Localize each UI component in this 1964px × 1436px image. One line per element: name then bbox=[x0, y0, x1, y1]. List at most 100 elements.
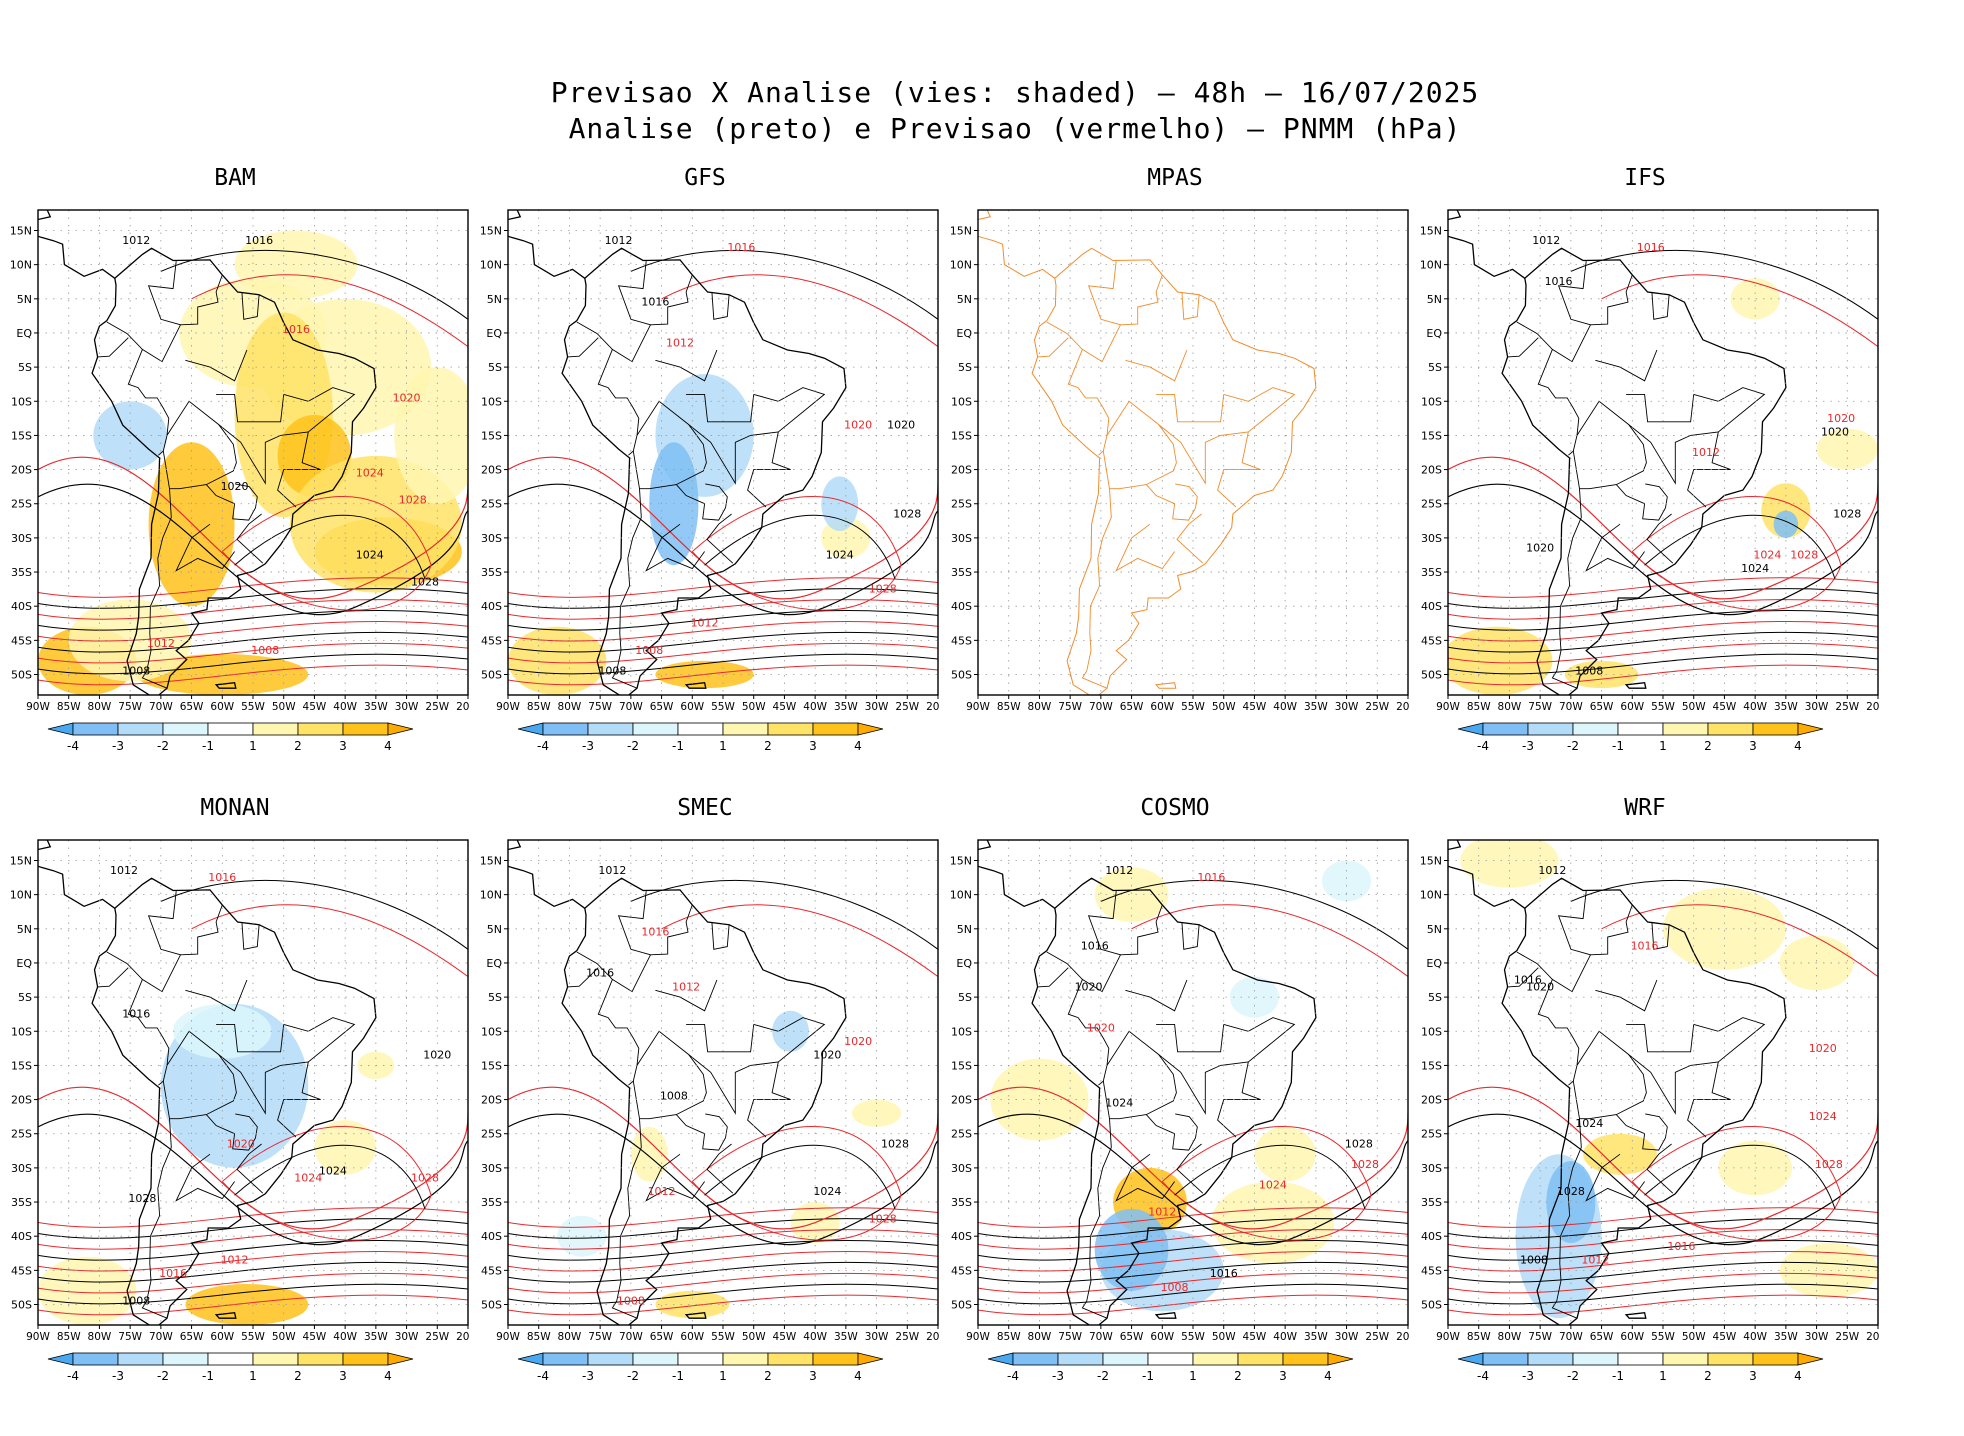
coastline bbox=[1479, 813, 1547, 827]
lon-tick-label: 30W bbox=[1335, 701, 1359, 713]
colorbar-segment bbox=[1752, 722, 1799, 736]
lat-tick-label: 25S bbox=[481, 1128, 502, 1141]
colorbar-segment bbox=[207, 722, 254, 736]
country-border bbox=[567, 967, 599, 988]
isobar bbox=[38, 1240, 468, 1261]
lon-tick-label: 60W bbox=[680, 701, 704, 713]
coastline bbox=[1154, 1311, 1177, 1319]
country-border bbox=[175, 1153, 235, 1202]
isobar bbox=[508, 1207, 938, 1228]
colorbar-label: 1 bbox=[1659, 1369, 1667, 1383]
colorbar-label: -2 bbox=[1097, 1369, 1109, 1383]
colorbar-segment bbox=[1707, 722, 1754, 736]
contour-label: 1008 bbox=[617, 1295, 645, 1308]
lat-tick-label: 50S bbox=[11, 1299, 32, 1312]
colorbar-label: -3 bbox=[1052, 1369, 1064, 1383]
isobar bbox=[38, 1250, 468, 1272]
lat-tick-label: 15N bbox=[480, 854, 502, 867]
country-border bbox=[141, 488, 172, 689]
isobar bbox=[508, 1086, 938, 1230]
colorbar-segment bbox=[1057, 1352, 1104, 1366]
coastline bbox=[1031, 247, 1317, 695]
lon-tick-label: 55W bbox=[1651, 701, 1675, 713]
contour-label: 1024 bbox=[319, 1165, 347, 1178]
contour-label: 1016 bbox=[122, 1008, 150, 1021]
lon-tick-label: 30W bbox=[1805, 1331, 1829, 1343]
isobar bbox=[38, 631, 468, 653]
country-border bbox=[185, 349, 248, 382]
lat-tick-label: 15S bbox=[11, 1059, 32, 1072]
contour-label: 1012 bbox=[598, 864, 626, 877]
lon-tick-label: 45W bbox=[773, 1331, 797, 1343]
coastline bbox=[1624, 681, 1647, 689]
lon-tick-label: 90W bbox=[966, 701, 990, 713]
lat-tick-label: 35S bbox=[951, 566, 972, 579]
contour-label: 1028 bbox=[893, 507, 921, 520]
colorbar-segment bbox=[632, 722, 679, 736]
lon-tick-label: 25W bbox=[1835, 701, 1859, 713]
lat-tick-label: 5S bbox=[488, 361, 502, 374]
isobar bbox=[38, 642, 468, 664]
panel-cosmo: COSMO 1012 1016 1016 1020 1020 1024 1024 1028 102… bbox=[940, 795, 1410, 1415]
isobar bbox=[508, 456, 938, 600]
map-mpas: 15N 10N 5N EQ 5S 10S 15S 20S 25S 30S 35S 40S 45S 50S 9… bbox=[950, 209, 1410, 713]
contour-label: 1016 bbox=[1545, 275, 1573, 288]
lat-tick-label: 30S bbox=[481, 1162, 502, 1175]
panel-bam: BAM 1012 1016 1016 1020 1024 1028 1024 1028 1008 1… bbox=[0, 165, 470, 785]
contour-label: 1008 bbox=[598, 665, 626, 678]
bias-shading bbox=[1773, 510, 1799, 538]
isobar bbox=[508, 631, 938, 653]
isobar bbox=[704, 1144, 896, 1210]
country-border bbox=[180, 904, 223, 956]
lon-tick-label: 80W bbox=[558, 1331, 582, 1343]
country-border bbox=[655, 349, 718, 382]
contour-label: 1020 bbox=[887, 419, 915, 432]
country-border bbox=[1145, 1113, 1198, 1151]
contour-label: 1012 bbox=[1538, 864, 1566, 877]
colorbar-label: -3 bbox=[582, 1369, 594, 1383]
colorbar-label: -4 bbox=[537, 1369, 549, 1383]
colorbar: -4 -3 -2 -1 1 2 3 4 bbox=[1457, 722, 1824, 753]
country-border bbox=[1551, 488, 1582, 689]
lat-tick-label: 20S bbox=[951, 464, 972, 477]
isobar bbox=[38, 588, 468, 609]
isobar bbox=[508, 620, 938, 642]
contour-label: 1028 bbox=[399, 494, 427, 507]
country-border bbox=[1176, 513, 1204, 564]
country-border bbox=[1125, 349, 1188, 382]
colorbar-label: 1 bbox=[249, 739, 257, 753]
colorbar-segment bbox=[162, 722, 209, 736]
panel-smec: SMEC 1012 1016 1016 1012 1020 1020 1024 1028 1028… bbox=[470, 795, 940, 1415]
panel-wrf: WRF 1012 1016 1016 1020 1020 1024 1024 1028 1028 1… bbox=[1410, 795, 1880, 1415]
country-border bbox=[218, 387, 356, 485]
country-border bbox=[1158, 1017, 1296, 1115]
colorbar-label: 1 bbox=[719, 739, 727, 753]
isobar bbox=[508, 610, 938, 631]
lon-tick-label: 50W bbox=[272, 1331, 296, 1343]
country-border bbox=[1115, 1153, 1175, 1202]
lon-tick-label: 75W bbox=[1058, 701, 1082, 713]
lat-tick-label: 10N bbox=[10, 259, 32, 272]
coastline bbox=[561, 877, 847, 1325]
bias-shading bbox=[508, 626, 607, 695]
lat-tick-label: 25S bbox=[11, 1128, 32, 1141]
lon-tick-label: 55W bbox=[241, 1331, 265, 1343]
colorbar-segment bbox=[677, 722, 724, 736]
lat-tick-label: 20S bbox=[1421, 464, 1442, 477]
coastline bbox=[1589, 837, 1598, 838]
country-border bbox=[747, 431, 791, 508]
bias-shading bbox=[821, 476, 859, 532]
lat-tick-label: EQ bbox=[486, 957, 502, 970]
lat-tick-label: 35S bbox=[11, 1196, 32, 1209]
coastline bbox=[1501, 247, 1787, 695]
colorbar-label: 3 bbox=[1279, 1369, 1287, 1383]
colorbar: -4 -3 -2 -1 1 2 3 4 bbox=[1457, 1352, 1824, 1383]
colorbar-arrow-high bbox=[1797, 1352, 1824, 1366]
lon-tick-label: 80W bbox=[1028, 1331, 1052, 1343]
lon-tick-label: 90W bbox=[496, 701, 520, 713]
lon-tick-label: 90W bbox=[26, 1331, 50, 1343]
country-border bbox=[1037, 967, 1069, 988]
isobar bbox=[1448, 1113, 1878, 1245]
isobar bbox=[1448, 653, 1878, 675]
lon-tick-label: 60W bbox=[1620, 701, 1644, 713]
